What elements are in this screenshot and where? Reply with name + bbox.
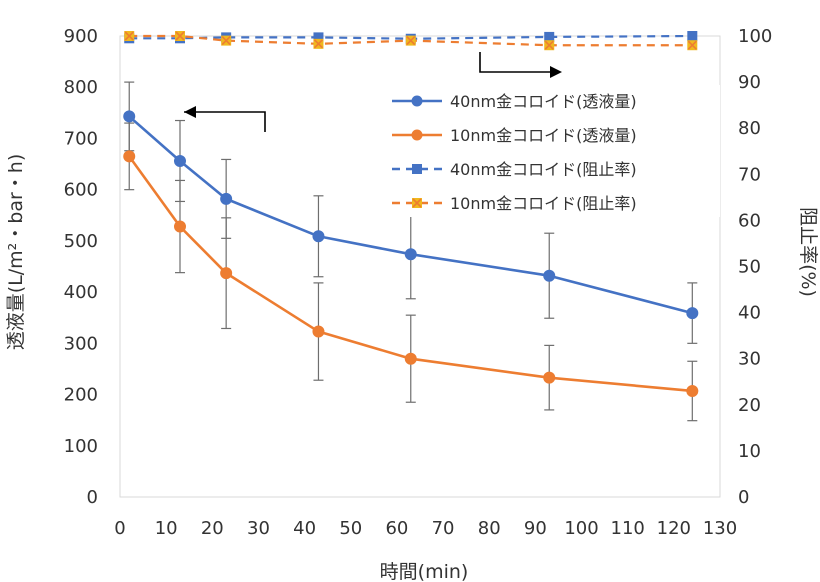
data-point-marker	[312, 325, 325, 338]
legend-marker	[412, 164, 422, 174]
y-axis-right-label: 阻止率(%)	[797, 207, 819, 297]
x-tick-label: 10	[155, 518, 178, 539]
data-point-marker	[543, 269, 556, 282]
x-tick-label: 90	[524, 518, 547, 539]
right-axis-arrow-head	[550, 66, 562, 78]
y-right-tick-label: 90	[738, 72, 761, 93]
legend-label: 10nm金コロイド(透液量)	[450, 126, 637, 145]
data-point-marker	[124, 31, 135, 41]
legend-item: 10nm金コロイド(透液量)	[392, 126, 637, 145]
x-tick-label: 0	[114, 518, 125, 539]
y-right-tick-label: 0	[738, 487, 749, 508]
series-2	[123, 122, 699, 422]
data-point-marker	[686, 384, 699, 397]
data-point-marker	[123, 110, 136, 123]
data-point-marker	[221, 35, 232, 46]
x-tick-label: 70	[432, 518, 455, 539]
data-point-marker	[686, 307, 699, 320]
x-tick-label: 20	[201, 518, 224, 539]
legend-label: 10nm金コロイド(阻止率)	[450, 194, 637, 213]
x-tick-label: 60	[385, 518, 408, 539]
x-tick-label: 130	[703, 518, 737, 539]
y-left-tick-label: 500	[64, 231, 98, 252]
data-point-marker	[405, 35, 416, 46]
data-point-marker	[313, 32, 324, 43]
data-point-marker	[543, 371, 556, 384]
gridlines	[119, 35, 721, 498]
data-point-marker	[220, 192, 233, 205]
x-tick-label: 120	[657, 518, 691, 539]
legend-item: 40nm金コロイド(透液量)	[392, 92, 637, 111]
y-right-tick-label: 40	[738, 303, 761, 324]
axis-pointer-arrows	[184, 52, 562, 132]
series-layer	[123, 31, 699, 422]
legend-marker	[412, 198, 422, 208]
tick-labels: 0100200300400500600700800900010203040506…	[64, 26, 773, 539]
marker-cross	[406, 36, 416, 46]
data-point-marker	[313, 38, 324, 49]
legend-marker	[411, 129, 423, 141]
marker-cross	[313, 39, 324, 49]
marker-cross	[124, 31, 134, 41]
data-point-marker	[312, 230, 325, 243]
x-tick-label: 50	[339, 518, 362, 539]
y-right-tick-label: 50	[738, 257, 761, 278]
y-right-tick-label: 20	[738, 395, 761, 416]
marker-cross	[175, 31, 185, 41]
x-axis-label: 時間(min)	[380, 561, 469, 582]
y-left-tick-label: 0	[87, 487, 98, 508]
legend: 40nm金コロイド(透液量) 10nm金コロイド(透液量) 40nm金コロイド(阻止…	[382, 85, 720, 217]
y-right-tick-label: 10	[738, 441, 761, 462]
y-right-tick-label: 30	[738, 349, 761, 370]
legend-marker	[411, 95, 423, 107]
y-right-tick-label: 100	[738, 26, 772, 47]
left-axis-arrow-head	[184, 106, 196, 118]
y-left-tick-label: 700	[64, 128, 98, 149]
y-right-tick-label: 70	[738, 164, 761, 185]
data-point-marker	[544, 31, 555, 42]
legend-item: 10nm金コロイド(阻止率)	[392, 194, 637, 213]
data-point-marker	[687, 31, 698, 41]
data-point-marker	[404, 352, 417, 365]
marker-cross	[687, 40, 697, 50]
data-point-marker	[174, 154, 186, 167]
legend-label: 40nm金コロイド(透液量)	[450, 92, 637, 111]
legend-box	[382, 85, 720, 217]
data-point-marker	[544, 40, 555, 51]
y-left-tick-label: 400	[64, 282, 98, 303]
y-axis-left-label: 透液量(L/m²・bar・h)	[5, 154, 27, 351]
right-axis-arrow-line	[479, 52, 560, 73]
y-right-tick-label: 60	[738, 210, 761, 231]
data-point-marker	[220, 267, 233, 280]
legend-label: 40nm金コロイド(阻止率)	[450, 160, 637, 179]
y-right-tick-label: 80	[738, 118, 761, 139]
plot-area-border	[119, 35, 721, 498]
legend-item: 40nm金コロイド(阻止率)	[392, 160, 637, 179]
x-tick-label: 100	[564, 518, 598, 539]
data-point-marker	[174, 220, 186, 233]
y-left-tick-label: 200	[64, 385, 98, 406]
x-tick-label: 110	[611, 518, 645, 539]
marker-cross	[221, 36, 231, 46]
y-left-tick-label: 800	[64, 77, 98, 98]
y-left-tick-label: 900	[64, 26, 98, 47]
data-point-marker	[404, 248, 417, 261]
x-tick-label: 40	[293, 518, 316, 539]
data-point-marker	[687, 40, 698, 51]
y-left-tick-label: 300	[64, 333, 98, 354]
series-4	[124, 31, 698, 51]
y-left-tick-label: 100	[64, 436, 98, 457]
marker-cross	[544, 40, 554, 50]
x-tick-label: 80	[478, 518, 501, 539]
left-axis-arrow-line	[184, 111, 266, 132]
data-point-marker	[123, 150, 136, 163]
x-tick-label: 30	[247, 518, 270, 539]
marker-cross	[412, 198, 422, 208]
y-left-tick-label: 600	[64, 180, 98, 201]
data-point-marker	[175, 31, 185, 41]
